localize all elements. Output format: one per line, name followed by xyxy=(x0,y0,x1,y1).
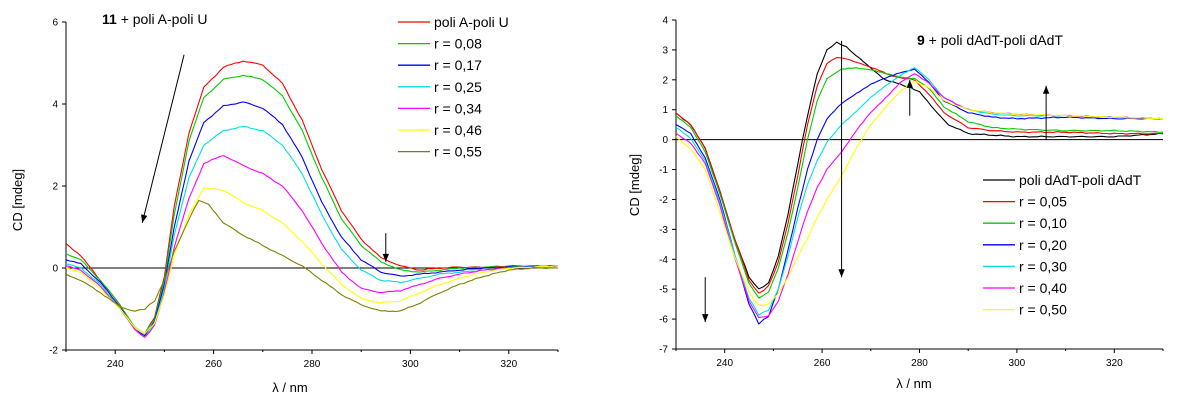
annotation-arrow-head xyxy=(702,314,709,323)
title-compound-number: 9 xyxy=(917,32,925,48)
series-line xyxy=(675,80,1164,306)
x-tick-label: 260 xyxy=(205,359,222,370)
chart-title: 9 + poli dAdT-poli dAdT xyxy=(917,32,1063,48)
y-axis-label: CD [mdeg] xyxy=(627,154,642,216)
series-line xyxy=(675,68,1164,325)
y-tick-label: -3 xyxy=(659,225,668,236)
legend-label: r = 0,50 xyxy=(1019,302,1067,318)
x-tick-label: 260 xyxy=(814,358,831,369)
y-tick-label: 2 xyxy=(662,75,668,86)
x-tick-label: 240 xyxy=(107,359,124,370)
y-tick-label: -5 xyxy=(659,285,668,296)
series-line xyxy=(65,125,559,338)
y-tick-label: 0 xyxy=(52,264,58,275)
y-tick-label: -7 xyxy=(659,345,668,356)
y-tick-label: -4 xyxy=(659,255,668,266)
series-line xyxy=(65,101,559,337)
legend-label: r = 0,46 xyxy=(434,122,482,138)
legend-label: r = 0,08 xyxy=(434,36,482,52)
chart-right: CD [mdeg] λ / nm 9 + poli dAdT-poli dAdT… xyxy=(627,16,1164,391)
y-tick-label: 4 xyxy=(52,100,58,111)
x-tick-label: 320 xyxy=(1106,358,1123,369)
y-tick-label: -1 xyxy=(659,165,668,176)
x-tick-label: 300 xyxy=(402,359,419,370)
y-tick-label: 4 xyxy=(662,16,668,27)
x-tick-label: 300 xyxy=(1009,358,1026,369)
series-line xyxy=(65,187,558,335)
title-compound-number: 11 xyxy=(102,11,117,27)
series-line xyxy=(675,41,1164,290)
x-axis-label: λ / nm xyxy=(272,380,307,395)
y-tick-label: 1 xyxy=(662,105,668,116)
legend-label: r = 0,40 xyxy=(1019,280,1067,296)
legend-label: r = 0,20 xyxy=(1019,237,1067,253)
series-line xyxy=(65,60,559,335)
x-axis-label: λ / nm xyxy=(896,376,931,391)
legend-label: r = 0,30 xyxy=(1019,258,1067,274)
annotation-arrow-head xyxy=(838,269,845,278)
legend-label: r = 0,55 xyxy=(434,144,482,160)
series-line xyxy=(65,199,559,313)
y-axis-label: CD [mdeg] xyxy=(10,169,25,231)
y-tick-label: 0 xyxy=(662,135,668,146)
series-line xyxy=(65,155,559,338)
title-text: + poli dAdT-poli dAdT xyxy=(925,32,1064,48)
annotation-arrow-head xyxy=(906,79,913,88)
legend-label: poli dAdT-poli dAdT xyxy=(1019,172,1142,188)
legend-label: r = 0,34 xyxy=(434,100,482,116)
y-tick-label: 3 xyxy=(662,45,668,56)
y-tick-label: -2 xyxy=(659,195,668,206)
annotation-arrow-head xyxy=(1042,85,1050,94)
legend-label: r = 0,05 xyxy=(1019,194,1067,210)
x-tick-label: 280 xyxy=(911,358,928,369)
series-line xyxy=(65,74,559,335)
legend-label: r = 0,25 xyxy=(434,79,482,95)
y-tick-label: -2 xyxy=(49,346,58,357)
title-text: + poli A-poli U xyxy=(117,11,208,27)
annotation-arrow-shaft xyxy=(141,54,185,224)
y-tick-label: 6 xyxy=(52,18,58,29)
x-tick-label: 320 xyxy=(500,359,517,370)
chart-title: 11 + poli A-poli U xyxy=(102,11,207,27)
annotation-arrow-head xyxy=(141,214,148,223)
y-tick-label: -6 xyxy=(659,315,668,326)
y-tick-label: 2 xyxy=(52,182,58,193)
series-line xyxy=(675,57,1164,294)
chart-left: CD [mdeg] λ / nm 11 + poli A-poli U -2 0 2… xyxy=(10,11,559,395)
x-tick-label: 280 xyxy=(304,359,321,370)
legend-label: r = 0,10 xyxy=(1019,215,1067,231)
legend-label: r = 0,17 xyxy=(434,57,482,73)
series-line xyxy=(675,67,1164,299)
x-tick-label: 240 xyxy=(716,358,733,369)
annotation-arrow-head xyxy=(382,253,389,262)
legend-label: poli A-poli U xyxy=(434,14,509,30)
